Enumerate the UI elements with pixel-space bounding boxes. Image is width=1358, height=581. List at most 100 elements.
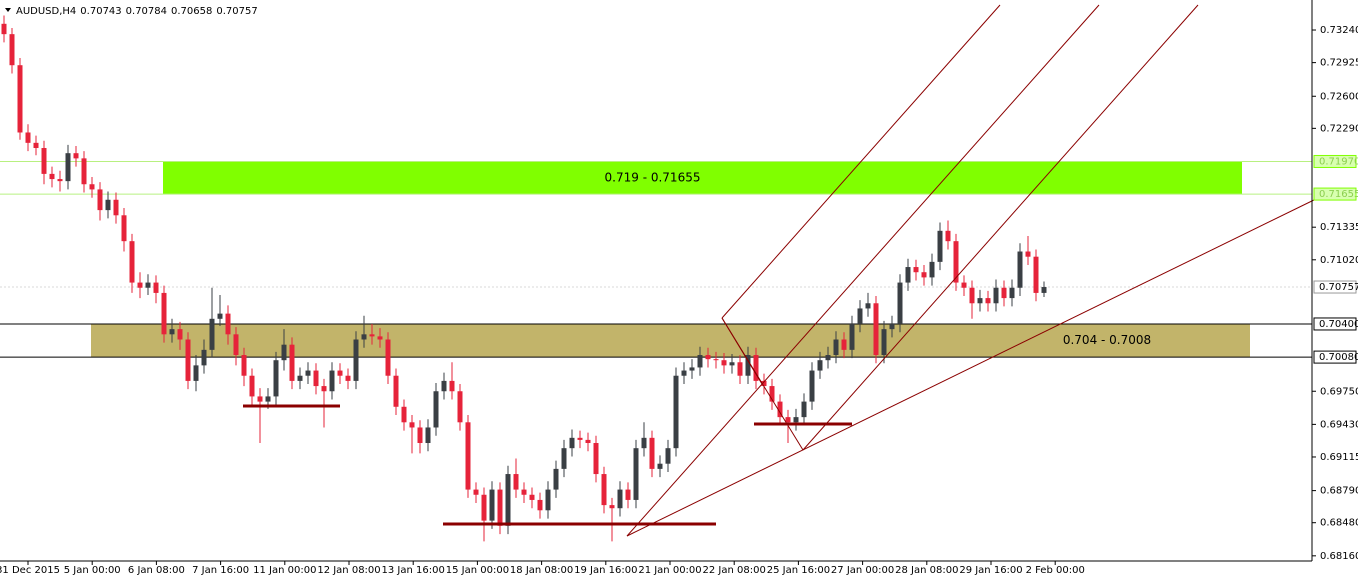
y-tick-label: 0.69115: [1320, 452, 1358, 463]
candle-body: [297, 375, 303, 381]
candle-body: [169, 329, 175, 335]
x-tick-label: 25 Jan 16:00: [767, 565, 830, 576]
candle-body: [665, 448, 671, 464]
candle-body: [881, 329, 887, 356]
candle-body: [905, 267, 911, 283]
candle-body: [129, 241, 135, 283]
candle-body: [761, 380, 767, 387]
candle-body: [337, 370, 343, 376]
candle-body: [265, 396, 271, 402]
candle-body: [289, 344, 295, 381]
y-tick-label: 0.69750: [1320, 386, 1358, 397]
candle-body: [161, 292, 167, 335]
last-price-label: 0.70757: [1319, 282, 1358, 293]
candle-body: [729, 362, 735, 366]
x-tick-label: 27 Jan 00:00: [831, 565, 894, 576]
y-tick-label: 0.68790: [1320, 486, 1358, 497]
candle-body: [457, 391, 463, 423]
candle-body: [249, 375, 255, 397]
x-tick-label: 22 Jan 08:00: [703, 565, 766, 576]
candle-body: [697, 355, 703, 368]
candle-body: [785, 417, 791, 423]
candle-body: [577, 437, 583, 440]
candle-body: [849, 323, 855, 350]
candle-body: [225, 313, 231, 335]
candle-body: [441, 380, 447, 392]
price-tag: [1313, 187, 1357, 201]
candle-body: [9, 34, 15, 66]
candle-body: [185, 339, 191, 381]
candle-body: [705, 355, 711, 360]
ohlc-value: 0.70743: [80, 6, 121, 17]
candle-body: [145, 282, 151, 288]
candle-body: [809, 370, 815, 402]
pitchfork-lower: [802, 4, 1199, 451]
candle-body: [769, 386, 775, 402]
candle-body: [193, 365, 199, 381]
candle-body: [633, 448, 639, 500]
trendline: [626, 197, 1319, 537]
y-tick-label: 0.72925: [1320, 58, 1358, 69]
candle-body: [1025, 251, 1031, 257]
candle-body: [1, 23, 7, 35]
candle-body: [1009, 287, 1015, 299]
menu-arrow[interactable]: [5, 8, 11, 12]
candle-body: [521, 489, 527, 495]
candle-body: [65, 153, 71, 182]
candle-body: [81, 158, 87, 185]
candle-body: [233, 334, 239, 356]
candle-body: [945, 230, 951, 242]
candle-body: [465, 422, 471, 490]
candle-body: [545, 489, 551, 511]
candle-body: [409, 422, 415, 428]
candle-body: [345, 375, 351, 381]
candle-body: [153, 282, 159, 293]
candle-body: [561, 448, 567, 469]
y-tick-label: 0.68160: [1320, 551, 1358, 562]
candle-body: [41, 148, 47, 174]
x-tick-label: 7 Jan 16:00: [192, 565, 249, 576]
pitchfork-median: [626, 4, 1100, 537]
candle-body: [473, 489, 479, 495]
price-tag: [1313, 350, 1357, 364]
candle-body: [89, 184, 95, 190]
candle-body: [369, 334, 375, 337]
candle-body: [1033, 256, 1039, 293]
candle-body: [681, 370, 687, 376]
candle-body: [1041, 287, 1047, 293]
candle-body: [385, 339, 391, 376]
x-tick-label: 15 Jan 00:00: [446, 565, 509, 576]
zones: 0.719 - 0.71655 0.704 - 0.7008: [0, 160, 1312, 358]
candle-body: [713, 359, 719, 361]
candle-body: [841, 339, 847, 350]
x-tick-label: 2 Feb 00:00: [1026, 565, 1085, 576]
x-tick-label: 29 Jan 16:00: [959, 565, 1022, 576]
candle-body: [937, 230, 943, 262]
candle-body: [505, 474, 511, 526]
candle-body: [305, 370, 311, 376]
candle-body: [33, 142, 39, 149]
candle-body: [801, 401, 807, 418]
candle-body: [481, 494, 487, 521]
candle-body: [961, 282, 967, 288]
y-tick-label: 0.71335: [1320, 222, 1358, 233]
candles: [1, 15, 1047, 542]
price-tag: [1313, 154, 1357, 168]
price-tag: [1313, 317, 1357, 331]
candle-body: [97, 189, 103, 211]
candle-body: [889, 323, 895, 330]
x-tick-label: 5 Jan 00:00: [64, 565, 121, 576]
candle-body: [497, 489, 503, 526]
last-price-tag: [1313, 280, 1357, 294]
candle-body: [241, 355, 247, 376]
candle-body: [257, 396, 263, 402]
y-tick-label: 0.68480: [1320, 518, 1358, 529]
x-tick-label: 18 Jan 08:00: [510, 565, 573, 576]
candle-body: [929, 261, 935, 278]
candle-body: [745, 355, 751, 376]
y-tick-label: 0.72600: [1320, 91, 1358, 102]
candle-body: [993, 287, 999, 304]
candle-body: [25, 132, 31, 143]
